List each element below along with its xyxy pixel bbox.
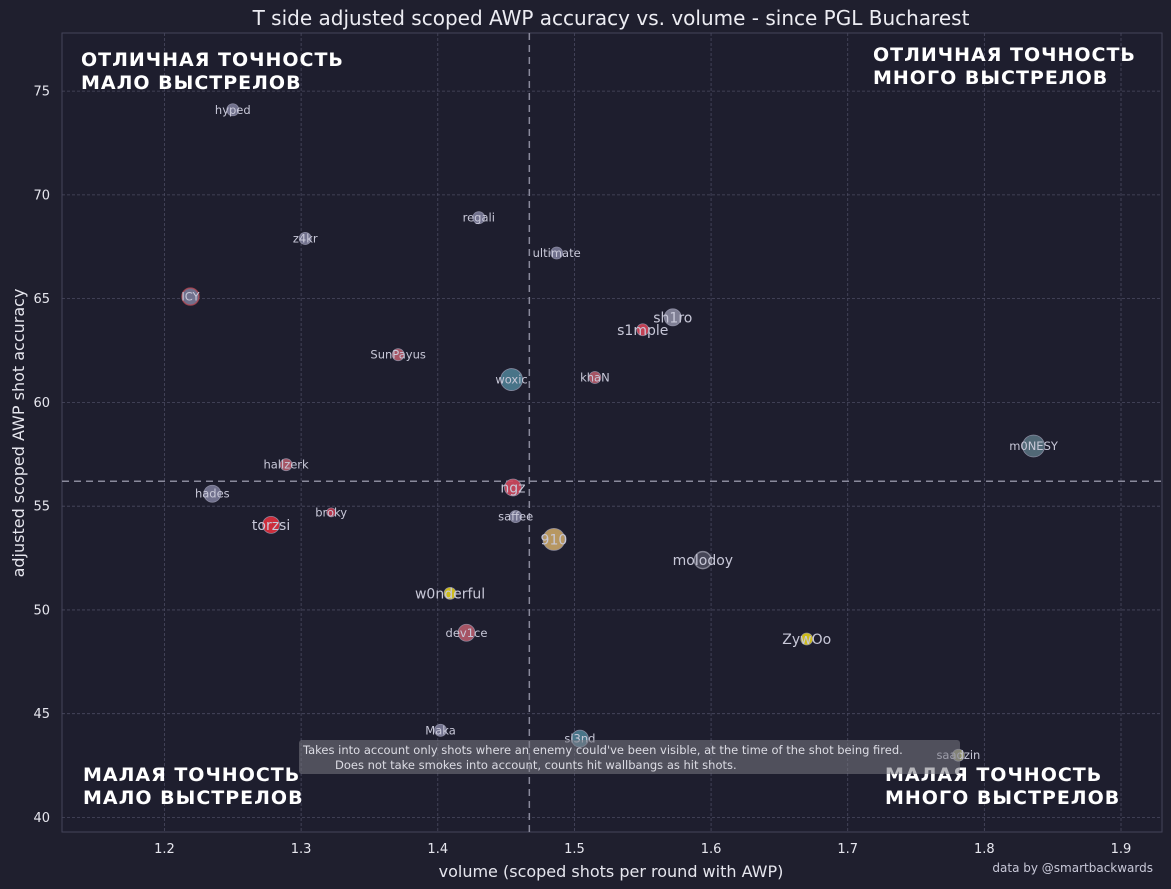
quadrant-label-line: МАЛО ВЫСТРЕЛОВ: [83, 787, 304, 809]
data-point-molodoy: [693, 550, 713, 570]
data-point-hyped: [226, 103, 240, 117]
data-label: ICY: [181, 290, 200, 304]
annotation-note-line: Does not take smokes into account, count…: [335, 758, 737, 772]
data-label: ngz: [500, 480, 525, 496]
y-tick-label: 45: [33, 707, 50, 722]
data-label: sh1ro: [653, 310, 692, 326]
chart-title: T side adjusted scoped AWP accuracy vs. …: [252, 6, 970, 30]
data-label: dev1ce: [446, 626, 488, 640]
data-label: ZywOo: [782, 632, 831, 648]
quadrant-label-top-right: ОТЛИЧНАЯ ТОЧНОСТЬ МНОГО ВЫСТРЕЛОВ: [873, 44, 1136, 89]
data-point-sh1ro: [663, 308, 682, 327]
data-point-saffee: [509, 510, 523, 523]
quadrant-label-bottom-left: МАЛАЯ ТОЧНОСТЬ МАЛО ВЫСТРЕЛОВ: [83, 764, 304, 809]
y-tick-label: 75: [33, 85, 50, 100]
quadrant-label-top-left: ОТЛИЧНАЯ ТОЧНОСТЬ МАЛО ВЫСТРЕЛОВ: [81, 49, 344, 94]
data-point-broky: [326, 507, 337, 518]
y-tick-label: 55: [33, 500, 50, 515]
data-label: 910: [541, 532, 568, 548]
data-point-ngz: [504, 478, 522, 497]
data-point-s1mple: [636, 323, 650, 337]
data-label: woxic: [495, 373, 527, 387]
data-point-w0nderful: [443, 586, 457, 600]
x-tick-label: 1.8: [974, 842, 995, 857]
quadrant-label-line: МНОГО ВЫСТРЕЛОВ: [873, 67, 1108, 89]
data-point-torzsi: [262, 515, 280, 534]
x-tick-label: 1.7: [837, 842, 858, 857]
data-label: molodoy: [673, 553, 733, 569]
x-axis-label: volume (scoped shots per round with AWP): [439, 862, 784, 881]
data-label: saffee: [498, 510, 533, 524]
data-point-hades: [203, 484, 222, 503]
x-tick-label: 1.3: [291, 842, 312, 857]
data-label: ultimate: [533, 246, 581, 260]
data-point-icy: [181, 287, 200, 306]
data-label: hades: [195, 487, 230, 501]
data-label: broky: [315, 505, 347, 519]
data-point-dev1ce: [457, 623, 476, 642]
data-label: w0nderful: [415, 586, 485, 602]
quadrant-label-line: МАЛАЯ ТОЧНОСТЬ: [83, 764, 300, 786]
y-tick-label: 50: [33, 603, 50, 618]
plot-frame: [61, 32, 1163, 833]
x-tick-label: 1.5: [564, 842, 585, 857]
y-tick-label: 60: [33, 396, 50, 411]
x-tick-label: 1.9: [1111, 842, 1132, 857]
data-label: m0NESY: [1009, 439, 1059, 453]
data-label: torzsi: [252, 518, 290, 534]
data-label: hyped: [215, 103, 251, 117]
data-point-zywoo: [800, 632, 814, 646]
y-tick-label: 70: [33, 188, 50, 203]
data-point-khan: [588, 371, 602, 384]
quadrant-label-line: МАЛО ВЫСТРЕЛОВ: [81, 72, 302, 94]
data-label: khaN: [580, 371, 610, 385]
y-tick-label: 65: [33, 292, 50, 307]
data-label: regali: [463, 211, 495, 225]
annotation-note-box: [299, 740, 960, 774]
data-credit: data by @smartbackwards: [992, 861, 1153, 875]
x-tick-label: 1.6: [701, 842, 722, 857]
data-point-ultimate: [550, 246, 564, 260]
data-point-maka: [434, 723, 447, 737]
data-point-z4kr: [298, 232, 312, 245]
x-tick-label: 1.4: [427, 842, 448, 857]
annotation-note: Takes into account only shots where an e…: [299, 740, 960, 774]
data-points: [181, 103, 1045, 762]
quadrant-label-line: ОТЛИЧНАЯ ТОЧНОСТЬ: [873, 44, 1136, 66]
y-tick-label: 40: [33, 811, 50, 826]
data-point-regali: [472, 211, 486, 225]
annotation-note-line: Takes into account only shots where an e…: [302, 743, 903, 757]
grid-lines: [62, 33, 1162, 832]
x-axis-ticks: 1.2 1.3 1.4 1.5 1.6 1.7 1.8 1.9: [154, 842, 1131, 857]
data-point-woxic: [500, 368, 523, 391]
data-point-910: [542, 527, 566, 551]
x-tick-label: 1.2: [154, 842, 175, 857]
data-point-m0nesy: [1022, 434, 1045, 458]
data-label: SunPayus: [370, 348, 425, 362]
quadrant-label-line: ОТЛИЧНАЯ ТОЧНОСТЬ: [81, 49, 344, 71]
y-axis-ticks: 40 45 50 55 60 65 70 75: [33, 85, 50, 826]
data-label: z4kr: [293, 231, 318, 245]
reference-lines: [62, 33, 1162, 832]
data-point-sunpayus: [391, 348, 405, 362]
quadrant-label-line: МНОГО ВЫСТРЕЛОВ: [885, 787, 1120, 809]
data-label: Maka: [425, 723, 455, 737]
data-label: s1mple: [617, 323, 668, 339]
data-label: hallzerk: [263, 458, 309, 472]
data-point-hallzerk: [279, 458, 293, 472]
y-axis-label: adjusted scoped AWP shot accuracy: [9, 289, 28, 578]
